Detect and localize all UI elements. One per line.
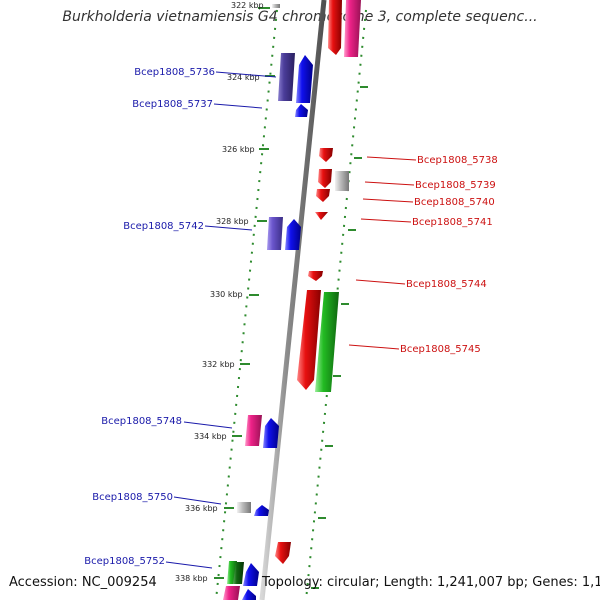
topology-text: Topology: circular; Length: 1,241,007 bp… (262, 575, 600, 590)
gene-label[interactable]: Bcep1808_5752 (84, 556, 165, 567)
track-dash (311, 86, 368, 589)
chromosome-backbone (259, 0, 327, 600)
gene-label[interactable]: Bcep1808_5736 (134, 67, 215, 78)
tick-label: 336 kbp (185, 504, 218, 513)
gene-feature[interactable] (316, 189, 330, 202)
gene-feature[interactable] (275, 542, 291, 564)
gene-label[interactable]: Bcep1808_5740 (414, 197, 495, 208)
gene-feature[interactable] (297, 290, 339, 392)
gene-feature[interactable] (295, 104, 308, 117)
gene-feature[interactable] (237, 502, 269, 516)
gene-feature[interactable] (319, 148, 333, 162)
gene-feature[interactable] (223, 561, 259, 600)
gene-feature[interactable] (318, 169, 349, 191)
gene-feature[interactable] (278, 53, 313, 103)
tick-label: 328 kbp (216, 217, 249, 226)
gene-feature[interactable] (308, 271, 323, 281)
map-title: Burkholderia vietnamiensis G4 chromosome… (62, 9, 538, 25)
tick-label: 332 kbp (202, 360, 235, 369)
gene-feature[interactable] (315, 212, 328, 220)
tick-label: 338 kbp (175, 574, 208, 583)
tick-label: 334 kbp (194, 432, 227, 441)
gene-label[interactable]: Bcep1808_5741 (412, 217, 493, 228)
leader-line (165, 71, 277, 569)
gene-label[interactable]: Bcep1808_5745 (400, 344, 481, 355)
gene-feature[interactable] (245, 415, 279, 448)
tick-label: 322 kbp (231, 1, 264, 10)
gene-label[interactable]: Bcep1808_5748 (101, 416, 182, 427)
tick-label: 324 kbp (227, 73, 260, 82)
accession-text: Accession: NC_009254 (9, 575, 157, 590)
gene-label[interactable]: Bcep1808_5738 (417, 155, 498, 166)
tick-label: 330 kbp (210, 290, 243, 299)
gene-feature[interactable] (267, 217, 301, 250)
gene-label[interactable]: Bcep1808_5737 (132, 99, 213, 110)
gene-label[interactable]: Bcep1808_5744 (406, 279, 487, 290)
tick-label: 326 kbp (222, 145, 255, 154)
leader-line (348, 156, 417, 350)
gene-label[interactable]: Bcep1808_5750 (92, 492, 173, 503)
gene-feature[interactable] (272, 0, 361, 57)
gene-label[interactable]: Bcep1808_5739 (415, 180, 496, 191)
gene-label[interactable]: Bcep1808_5742 (123, 221, 204, 232)
